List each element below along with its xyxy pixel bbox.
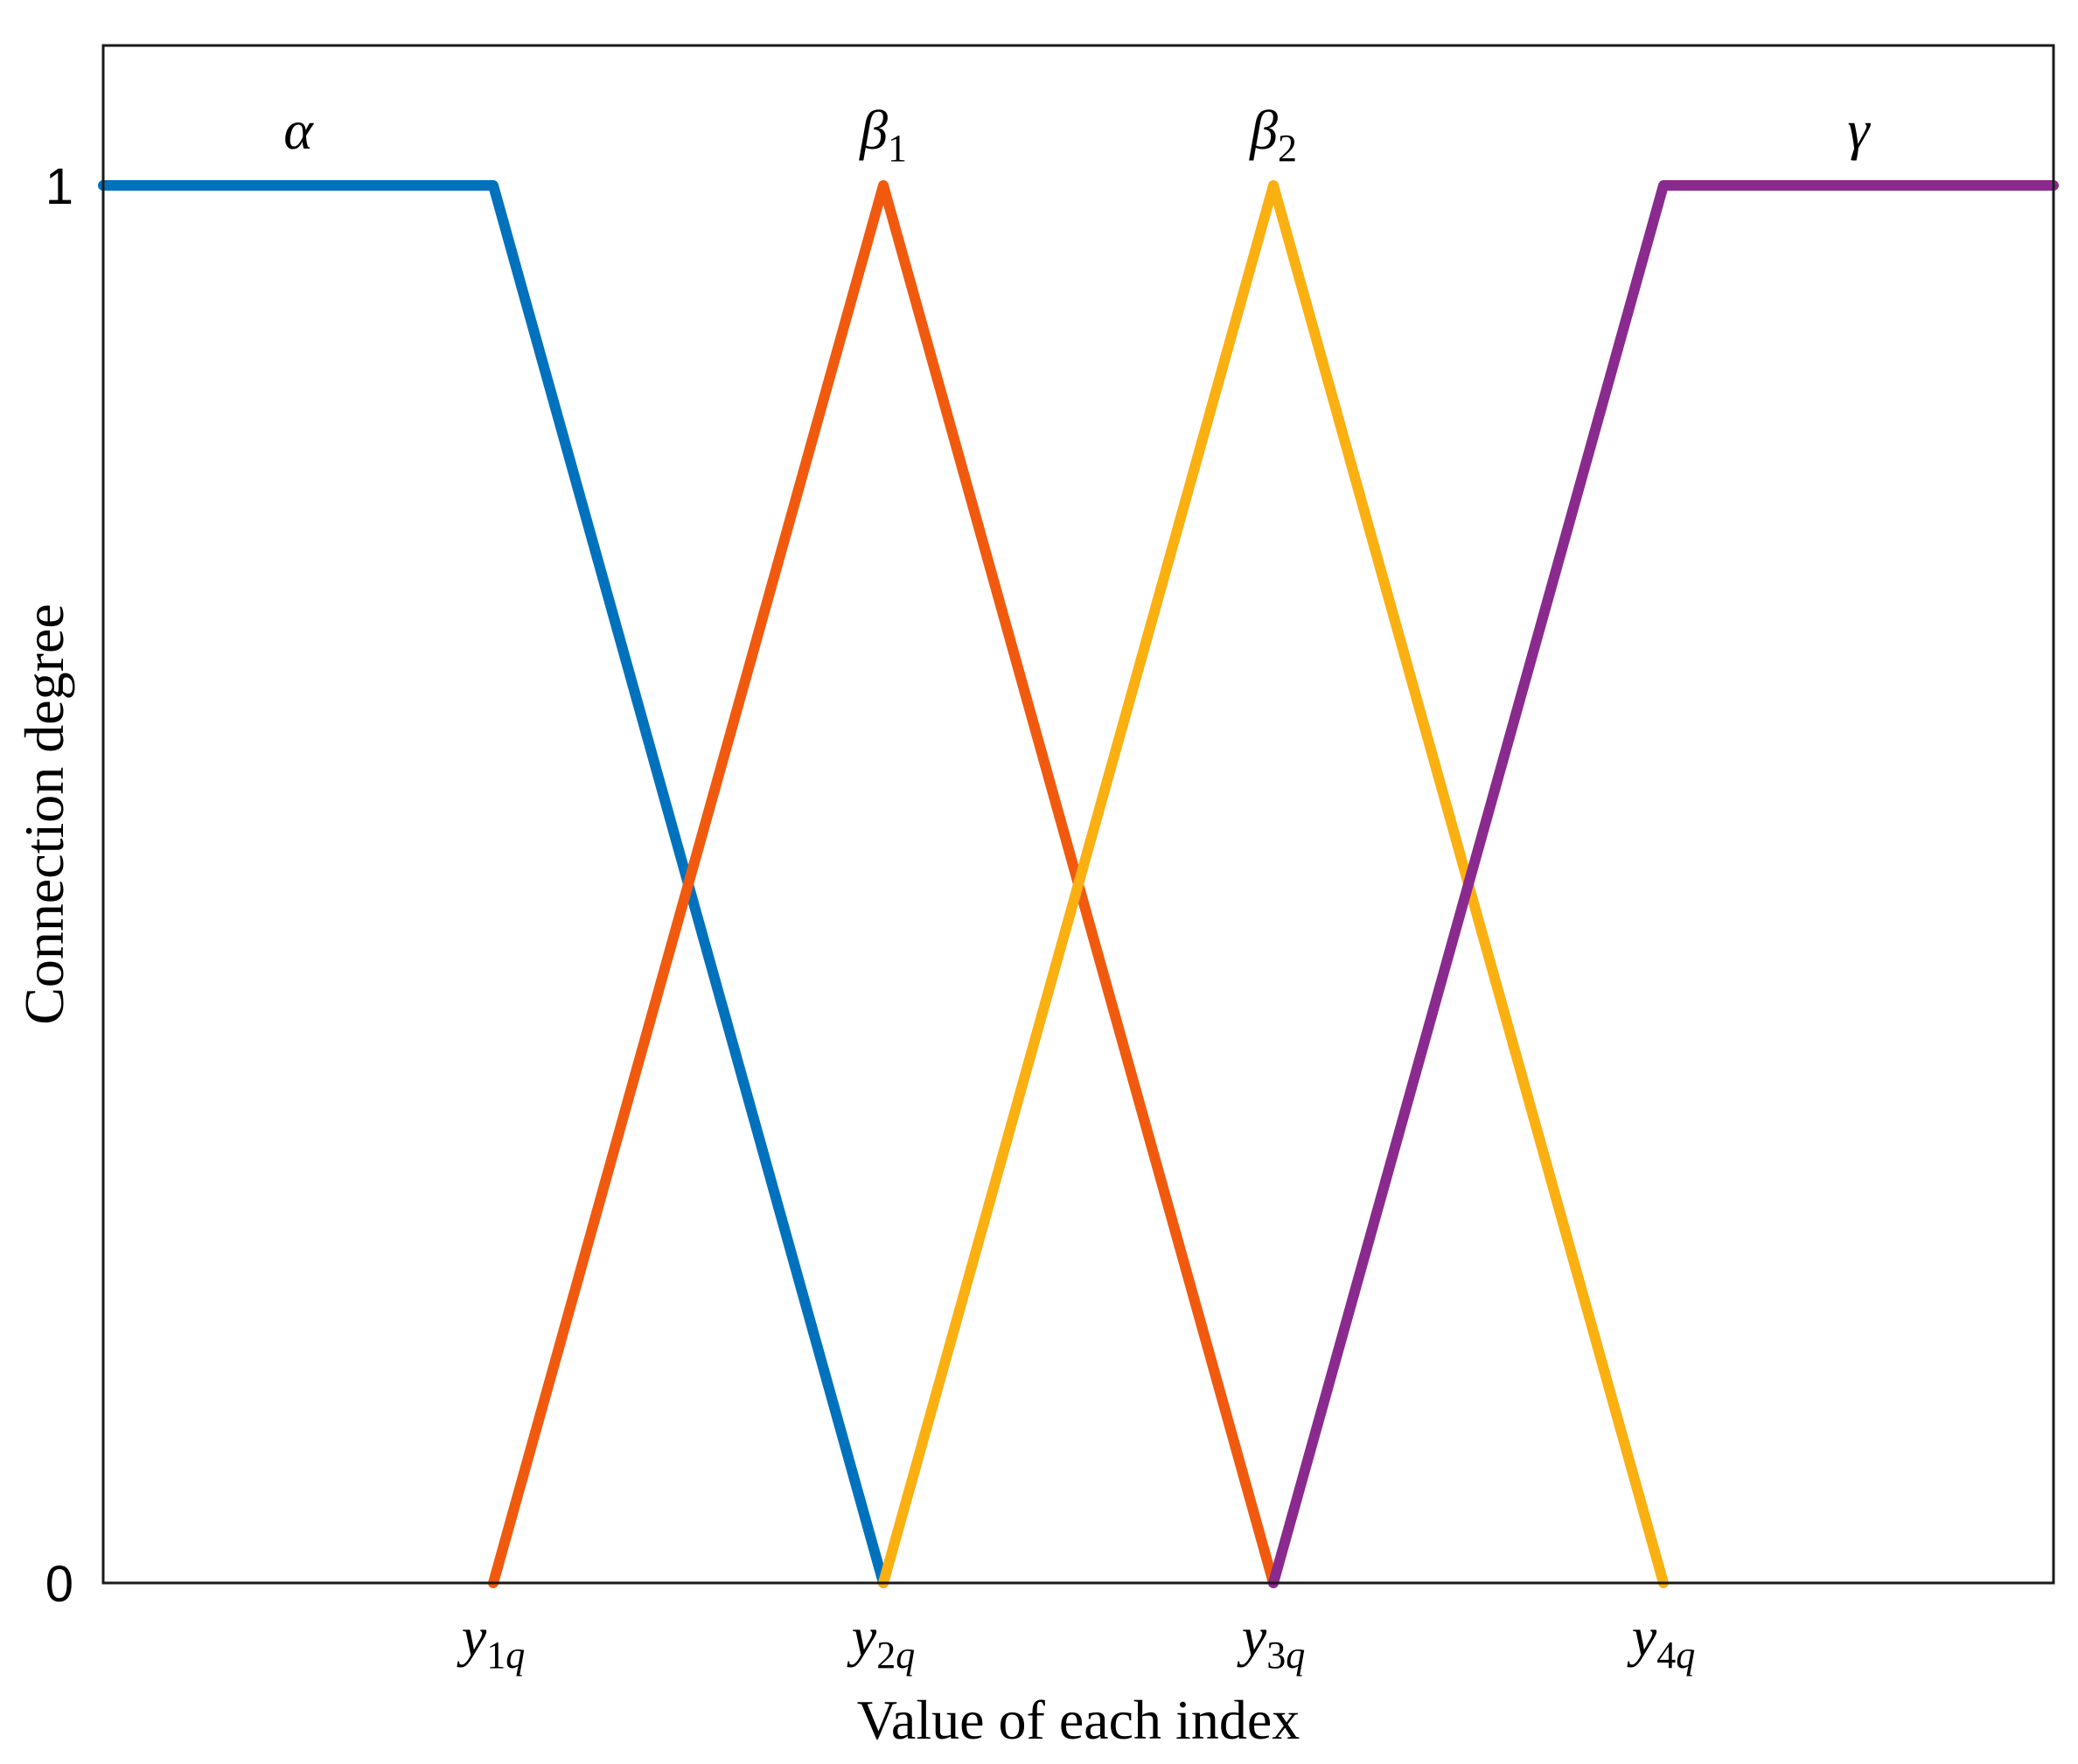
series-label-3: β2 (1248, 99, 1297, 170)
series-layer (98, 180, 2059, 1588)
plot-frame (101, 44, 2055, 1585)
x-tick-label-4: y4q (1627, 1606, 1695, 1677)
series-line-3 (878, 180, 1669, 1588)
tick-layer: 0 1 y1q y2q y3q y4q (45, 158, 1695, 1677)
series-label-layer: α β1 β2 γ (283, 99, 1871, 170)
x-tick-label-3: y3q (1237, 1606, 1305, 1677)
y-axis-title: Connection degree (13, 603, 75, 1025)
y-tick-label-0: 0 (45, 1556, 73, 1613)
series-line-4 (1268, 180, 2059, 1588)
series-line-2 (488, 180, 1279, 1588)
series-label-1: α (283, 99, 314, 161)
x-axis-title: Value of each index (857, 1689, 1300, 1751)
x-tick-label-1: y1q (457, 1606, 525, 1677)
x-tick-label-2: y2q (847, 1606, 915, 1677)
series-line-1 (98, 180, 889, 1588)
series-label-2: β1 (858, 99, 907, 170)
series-label-4: γ (1847, 99, 1871, 161)
y-tick-label-1: 1 (45, 158, 73, 215)
